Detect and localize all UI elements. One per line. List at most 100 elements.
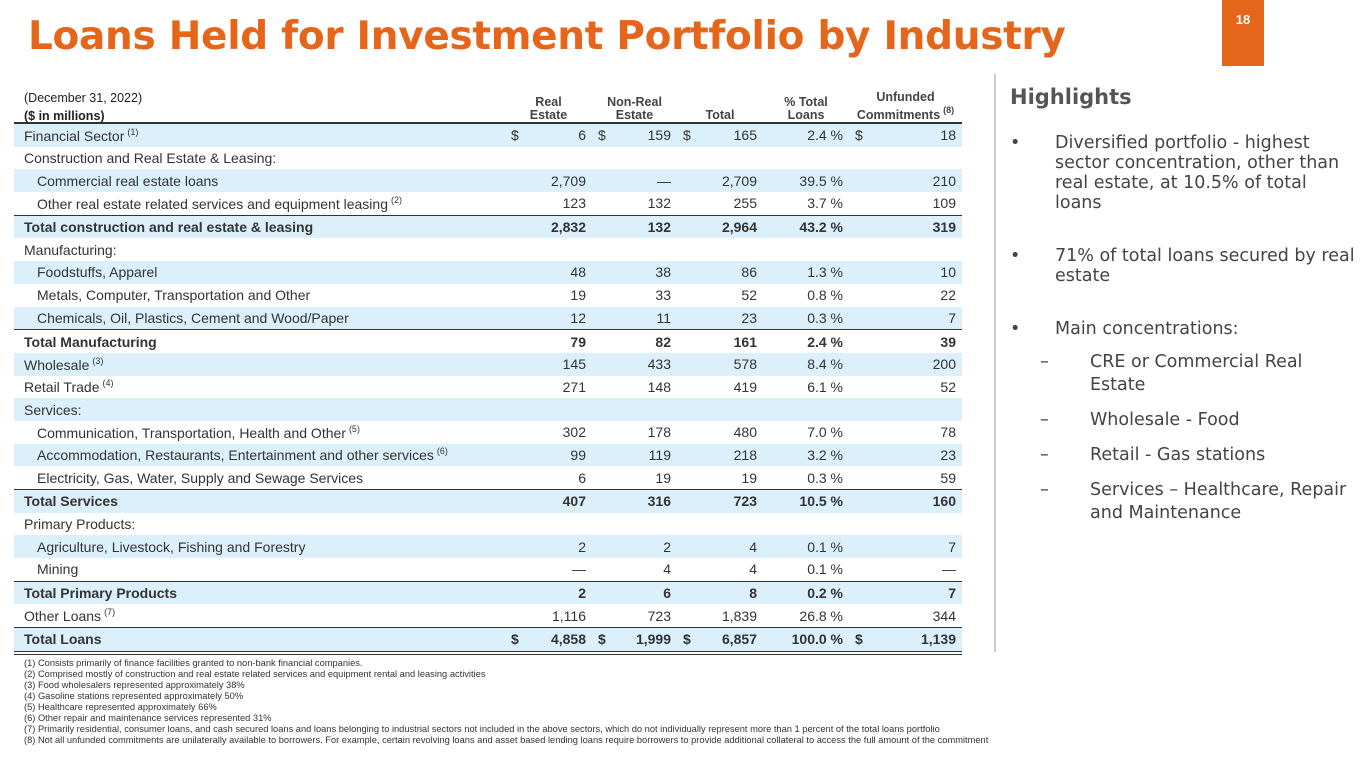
value-cell: 132: [592, 192, 677, 215]
column-header: % Total Loans: [763, 88, 849, 124]
cell-value: 723: [647, 607, 671, 624]
table-row: Communication, Transportation, Health an…: [14, 421, 962, 444]
cell-value: 119: [648, 446, 671, 463]
row-note: (1): [127, 126, 139, 137]
header-text: Total: [705, 108, 735, 122]
row-label-text: Financial Sector: [24, 127, 125, 144]
row-label: Financial Sector (1): [14, 123, 505, 147]
row-label: Total Primary Products: [14, 580, 505, 605]
currency-symbol: $: [683, 127, 691, 144]
value-cell: 10: [849, 261, 962, 284]
value-cell: $6,857: [677, 627, 763, 655]
header-line: % Total: [763, 96, 849, 109]
cell-value: 11: [656, 309, 671, 326]
value-cell: 4: [677, 558, 763, 581]
cell-value: 2.4 %: [807, 127, 843, 144]
bullet-text: Main concentrations:: [1055, 319, 1239, 339]
value-cell: 255: [677, 192, 763, 215]
bullet: Diversified portfolio - highest sector c…: [1010, 133, 1355, 213]
value-cell: 480: [677, 421, 763, 444]
cell-value: 316: [647, 493, 671, 510]
bullet: Main concentrations: CRE or Commercial Re…: [1010, 319, 1355, 525]
row-label-text: Total Loans: [24, 631, 102, 648]
value-cell: —: [592, 169, 677, 193]
header-line: Total: [677, 109, 763, 122]
row-note: (2): [390, 194, 402, 205]
value-cell: 2,709: [505, 169, 592, 193]
value-cell: 82: [592, 329, 677, 353]
value-cell: 7: [849, 580, 962, 605]
cell-value: 52: [741, 287, 757, 304]
value-cell: 86: [677, 261, 763, 284]
column-header: Non-Real Estate: [592, 88, 677, 124]
value-cell: 0.3 %: [763, 466, 849, 489]
column-header: Unfunded Commitments (8): [849, 88, 962, 124]
cell-value: 160: [932, 493, 956, 510]
cell-value: 723: [733, 493, 757, 510]
cell-value: 1,839: [721, 607, 757, 624]
value-cell: 19: [592, 466, 677, 489]
column-header: Real Estate: [505, 88, 592, 124]
value-cell: [505, 238, 592, 261]
cell-value: 419: [733, 378, 757, 395]
value-cell: 132: [592, 214, 677, 239]
highlights-title: Highlights: [1010, 85, 1132, 109]
value-cell: $165: [677, 123, 763, 147]
row-label: Mining: [14, 558, 505, 581]
value-cell: 43.2 %: [763, 214, 849, 239]
value-cell: 1,839: [677, 604, 763, 627]
header-text: Estate: [529, 108, 568, 122]
value-cell: 11: [592, 306, 677, 330]
footnote: (3) Food wholesalers represented approxi…: [24, 680, 245, 690]
value-cell: [592, 398, 677, 421]
value-cell: 22: [849, 284, 962, 307]
value-cell: 0.1 %: [763, 558, 849, 581]
value-cell: 99: [505, 443, 592, 467]
value-cell: 419: [677, 376, 763, 399]
value-cell: 8.4 %: [763, 352, 849, 376]
row-label: Electricity, Gas, Water, Supply and Sewa…: [14, 466, 505, 489]
row-label: Communication, Transportation, Health an…: [14, 421, 505, 444]
value-cell: 2,709: [677, 169, 763, 193]
value-cell: 39: [849, 329, 962, 353]
row-label-text: Accommodation, Restaurants, Entertainmen…: [37, 447, 434, 464]
table-row: Total Services 407 316 723 10.5 % 160: [14, 488, 962, 513]
cell-value: 78: [940, 424, 956, 441]
row-label: Construction and Real Estate & Leasing:: [14, 147, 505, 170]
value-cell: 3.7 %: [763, 192, 849, 215]
value-cell: [677, 238, 763, 261]
value-cell: 271: [505, 376, 592, 399]
row-label-text: Total construction and real estate & lea…: [24, 219, 314, 236]
value-cell: 23: [677, 306, 763, 330]
cell-value: 4: [749, 561, 757, 578]
cell-value: 4,858: [550, 631, 586, 648]
value-cell: [849, 398, 962, 421]
value-cell: 160: [849, 488, 962, 513]
table-row: Construction and Real Estate & Leasing:: [14, 147, 962, 170]
cell-value: —: [572, 561, 586, 578]
value-cell: [763, 147, 849, 170]
cell-value: 0.2 %: [807, 585, 843, 602]
value-cell: 3.2 %: [763, 443, 849, 467]
table-row: Metals, Computer, Transportation and Oth…: [14, 284, 962, 307]
table-row: Manufacturing:: [14, 238, 962, 261]
cell-value: 19: [570, 287, 586, 304]
cell-value: 2,709: [721, 172, 757, 189]
value-cell: $6: [505, 123, 592, 147]
value-cell: 19: [505, 284, 592, 307]
value-cell: [677, 147, 763, 170]
cell-value: 2: [663, 538, 671, 555]
footnote: (6) Other repair and maintenance service…: [24, 713, 272, 723]
table-row: Wholesale (3) 145 433 578 8.4 % 200: [14, 352, 962, 376]
value-cell: [763, 513, 849, 536]
row-label-text: Agriculture, Livestock, Fishing and Fore…: [37, 538, 306, 555]
cell-value: 407: [562, 493, 586, 510]
footnote: (2) Comprised mostly of construction and…: [24, 669, 486, 679]
table-body: Financial Sector (1) $6 $159 $165 2.4 % $18 Con…: [14, 123, 962, 655]
table-row: Electricity, Gas, Water, Supply and Sewa…: [14, 466, 962, 489]
row-note: (3): [92, 355, 104, 366]
value-cell: 723: [677, 488, 763, 513]
currency-symbol: $: [598, 631, 606, 648]
value-cell: 1,116: [505, 604, 592, 627]
cell-value: 100.0 %: [791, 631, 843, 648]
